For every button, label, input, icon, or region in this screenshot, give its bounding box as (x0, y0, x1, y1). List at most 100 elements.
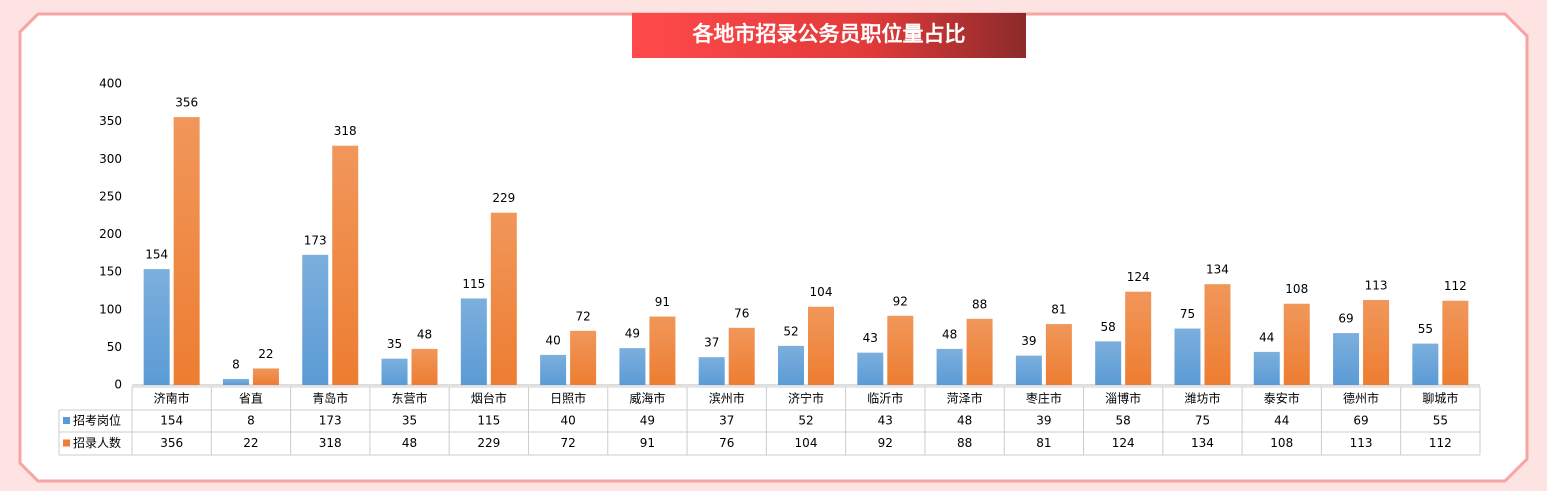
y-tick-label: 200 (99, 227, 122, 241)
bar (381, 358, 408, 385)
y-tick-label: 350 (99, 114, 122, 128)
table-cell: 35 (402, 414, 417, 428)
x-tick-label: 济宁市 (788, 391, 824, 406)
bar (887, 315, 914, 385)
value-label: 318 (334, 124, 357, 138)
x-tick-label: 省直 (239, 392, 263, 406)
bar (252, 368, 279, 385)
x-tick-label: 枣庄市 (1026, 391, 1062, 406)
value-label: 92 (893, 294, 908, 308)
y-tick-label: 50 (107, 340, 122, 354)
panel (18, 12, 1529, 483)
y-tick-label: 100 (99, 302, 122, 316)
y-tick-label: 400 (99, 77, 122, 91)
bar (728, 327, 755, 385)
table-cell: 39 (1036, 414, 1051, 428)
value-label: 229 (492, 191, 515, 205)
x-tick-label: 日照市 (550, 391, 586, 406)
table-cell: 229 (477, 436, 500, 450)
bar (1095, 341, 1122, 385)
x-tick-label: 德州市 (1343, 391, 1379, 406)
value-label: 35 (387, 337, 402, 351)
value-label: 58 (1101, 320, 1116, 334)
bar (173, 117, 200, 386)
bar (649, 316, 676, 385)
value-label: 39 (1021, 334, 1036, 348)
bar (1253, 351, 1280, 385)
x-tick-label: 菏泽市 (947, 391, 983, 406)
value-label: 72 (575, 309, 590, 323)
bar (1442, 300, 1469, 385)
value-label: 48 (942, 327, 957, 341)
table-cell: 154 (160, 414, 183, 428)
table-cell: 48 (402, 436, 417, 450)
bar (222, 378, 249, 385)
table-cell: 318 (319, 436, 342, 450)
bar (570, 330, 597, 385)
table-cell: 112 (1429, 436, 1452, 450)
bar (460, 298, 487, 385)
value-label: 22 (258, 347, 273, 361)
bar (966, 318, 993, 385)
y-tick-label: 300 (99, 152, 122, 166)
x-tick-label: 淄博市 (1105, 391, 1141, 406)
y-tick-label: 250 (99, 189, 122, 203)
value-label: 108 (1285, 282, 1308, 296)
table-cell: 52 (798, 414, 813, 428)
legend-swatch (63, 417, 70, 424)
chart-title: 各地市招录公务员职位量占比 (692, 22, 966, 46)
table-cell: 173 (319, 414, 342, 428)
value-label: 69 (1338, 312, 1353, 326)
x-tick-label: 泰安市 (1264, 391, 1300, 406)
x-tick-label: 聊城市 (1422, 391, 1458, 406)
value-label: 43 (863, 331, 878, 345)
value-label: 55 (1418, 322, 1433, 336)
bar (1283, 303, 1310, 385)
bar (1412, 343, 1439, 385)
table-cell: 22 (243, 436, 258, 450)
bar (143, 269, 170, 385)
table-cell: 75 (1195, 414, 1210, 428)
y-tick-label: 150 (99, 265, 122, 279)
table-cell: 356 (160, 436, 183, 450)
table-cell: 72 (560, 436, 575, 450)
value-label: 356 (175, 96, 198, 110)
bar (1204, 284, 1231, 385)
bar (778, 345, 804, 385)
table-cell: 48 (957, 414, 972, 428)
bar (1174, 328, 1201, 385)
table-cell: 104 (795, 436, 818, 450)
y-tick-label: 0 (114, 378, 122, 392)
value-label: 40 (545, 333, 560, 347)
value-label: 37 (704, 336, 719, 350)
table-cell: 134 (1191, 436, 1214, 450)
x-tick-label: 青岛市 (312, 391, 348, 406)
table-cell: 40 (560, 414, 575, 428)
value-label: 134 (1206, 263, 1229, 277)
value-label: 113 (1365, 278, 1388, 292)
table-cell: 8 (247, 414, 255, 428)
bar (1045, 324, 1072, 385)
table-cell: 108 (1270, 436, 1293, 450)
value-label: 81 (1051, 303, 1066, 317)
table-cell: 44 (1274, 414, 1289, 428)
x-tick-label: 威海市 (629, 391, 665, 406)
legend-label: 招录人数 (73, 435, 121, 450)
bar (1333, 333, 1360, 385)
title-banner (632, 13, 1026, 58)
bar (1363, 299, 1390, 385)
bar (808, 306, 834, 385)
table-cell: 37 (719, 414, 734, 428)
bar (540, 354, 567, 385)
table-cell: 88 (957, 436, 972, 450)
table-cell: 92 (878, 436, 893, 450)
value-label: 8 (232, 357, 240, 371)
table-cell: 124 (1112, 436, 1135, 450)
table-cell: 115 (477, 414, 500, 428)
x-tick-label: 潍坊市 (1184, 391, 1220, 406)
table-cell: 55 (1433, 414, 1448, 428)
value-label: 112 (1444, 279, 1467, 293)
bar (1125, 291, 1152, 385)
table-cell: 81 (1036, 436, 1051, 450)
